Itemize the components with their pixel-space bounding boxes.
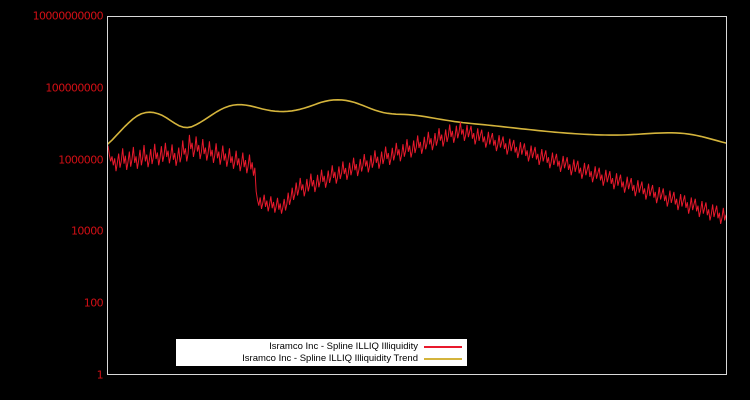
y-axis-tick-label: 100 <box>83 296 104 310</box>
series-line-illiquidity <box>108 121 726 225</box>
plot-area <box>107 16 727 375</box>
legend-entry-illiquidity[interactable]: Isramco Inc - Spline ILLIQ Illiquidity <box>176 341 467 353</box>
legend-swatch-trend <box>424 357 462 360</box>
y-axis-tick-label: 1 <box>96 368 104 382</box>
legend-entry-trend[interactable]: Isramco Inc - Spline ILLIQ Illiquidity T… <box>176 353 467 365</box>
plot-clip <box>108 17 726 374</box>
plot-canvas <box>108 98 726 225</box>
y-axis: 10000000000 100000000 1000000 10000 100 1 <box>0 0 107 400</box>
legend-entry-label: Isramco Inc - Spline ILLIQ Illiquidity <box>269 340 418 352</box>
y-axis-tick-label: 1000000 <box>58 153 103 167</box>
chart-legend[interactable]: Isramco Inc - Spline ILLIQ Illiquidity I… <box>176 339 467 366</box>
y-axis-tick-label: 10000000000 <box>32 9 104 23</box>
y-axis-tick-label: 100000000 <box>45 81 103 95</box>
legend-swatch-illiquidity <box>424 345 462 348</box>
series-line-trend <box>108 98 726 145</box>
legend-entry-label: Isramco Inc - Spline ILLIQ Illiquidity T… <box>242 352 418 364</box>
y-axis-tick-label: 10000 <box>71 224 104 238</box>
